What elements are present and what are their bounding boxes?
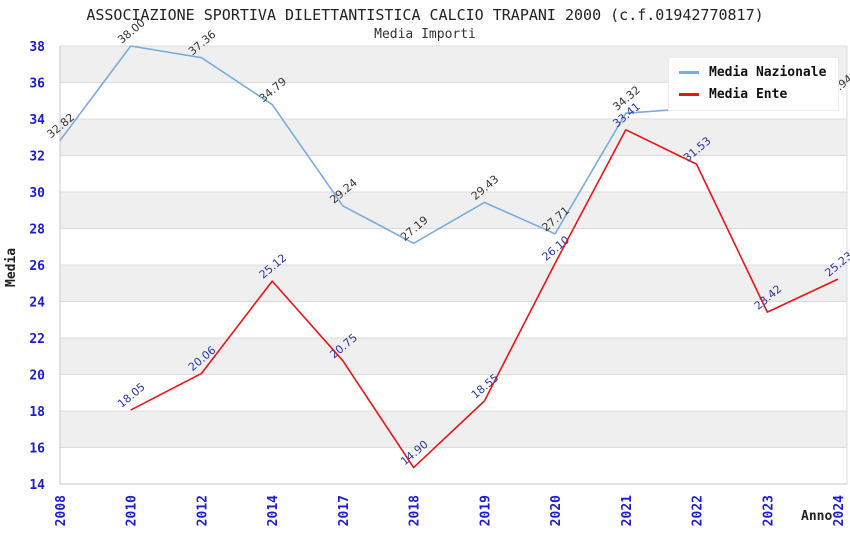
x-tick-label: 2008 <box>54 495 69 526</box>
x-tick-label: 2018 <box>408 495 423 526</box>
y-tick-label: 18 <box>29 405 45 420</box>
y-tick-label: 36 <box>29 77 45 92</box>
x-axis-title: Anno <box>801 509 833 524</box>
x-tick-label: 2021 <box>620 495 635 526</box>
y-tick-label: 22 <box>29 332 45 347</box>
x-tick-label: 2019 <box>478 495 493 526</box>
legend-item-media-nazionale: Media Nazionale <box>679 65 826 80</box>
y-tick-label: 16 <box>29 442 45 457</box>
y-tick-label: 38 <box>29 40 45 55</box>
legend-label-media-ente: Media Ente <box>709 87 788 102</box>
legend-label-media-nazionale: Media Nazionale <box>709 65 827 80</box>
plot-band <box>60 265 847 302</box>
y-tick-label: 14 <box>29 478 45 493</box>
series-line-media-ente <box>130 129 839 469</box>
plot-band <box>60 338 847 375</box>
y-tick-label: 20 <box>29 369 45 384</box>
x-tick-label: 2022 <box>691 495 706 526</box>
y-tick-label: 26 <box>29 259 45 274</box>
data-point-label: 18.55 <box>469 371 501 401</box>
y-axis-title: Media <box>4 247 19 287</box>
y-tick-label: 30 <box>29 186 45 201</box>
legend-swatch-blue-line <box>679 71 699 74</box>
legend-swatch-red-line <box>679 93 699 96</box>
x-tick-label: 2023 <box>761 495 776 526</box>
legend: Media Nazionale Media Ente <box>668 57 840 111</box>
y-tick-label: 34 <box>29 113 45 128</box>
chart-title: ASSOCIAZIONE SPORTIVA DILETTANTISTICA CA… <box>86 6 764 24</box>
plot-band <box>60 119 847 156</box>
data-point-label: 18.05 <box>115 380 147 410</box>
y-tick-label: 32 <box>29 150 45 165</box>
data-point-label: 26.10 <box>540 233 572 263</box>
x-tick-label: 2024 <box>832 495 847 526</box>
x-tick-label: 2017 <box>337 495 352 526</box>
x-tick-label: 2020 <box>549 495 564 526</box>
y-tick-label: 24 <box>29 296 45 311</box>
x-tick-label: 2010 <box>125 495 140 526</box>
legend-item-media-ente: Media Ente <box>679 87 826 102</box>
x-tick-label: 2014 <box>266 495 281 526</box>
y-tick-label: 28 <box>29 223 45 238</box>
chart-subtitle: Media Importi <box>374 27 476 42</box>
x-tick-label: 2012 <box>195 495 210 526</box>
plot-band <box>60 192 847 229</box>
